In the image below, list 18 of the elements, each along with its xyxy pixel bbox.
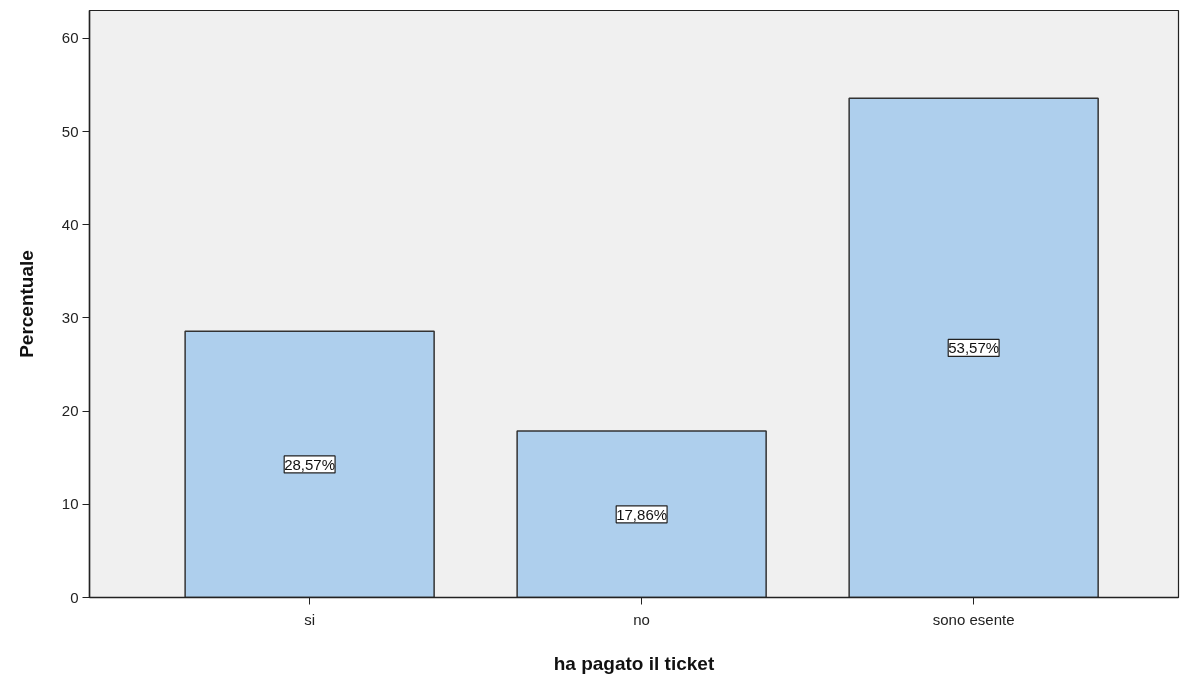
bar	[184, 330, 435, 598]
y-tick-label: 40	[61, 215, 79, 233]
y-tick-label: 10	[61, 495, 79, 513]
data-label: 17,86%	[616, 505, 668, 523]
x-tick-label: sono esente	[932, 610, 1015, 628]
y-tick-label: 0	[70, 588, 79, 606]
data-label: 28,57%	[284, 455, 336, 473]
y-tick-label: 60	[61, 29, 79, 47]
data-label: 53,57%	[948, 339, 1000, 357]
bar	[848, 97, 1099, 598]
x-tick-label: no	[633, 610, 650, 628]
y-tick-label: 20	[61, 402, 79, 420]
y-tick-label: 30	[61, 308, 79, 326]
y-axis-title: Percentuale	[15, 250, 37, 358]
y-tick-label: 50	[61, 122, 79, 140]
bar	[516, 430, 767, 598]
x-tick-label: si	[304, 610, 316, 628]
x-axis-title: ha pagato il ticket	[553, 652, 715, 674]
